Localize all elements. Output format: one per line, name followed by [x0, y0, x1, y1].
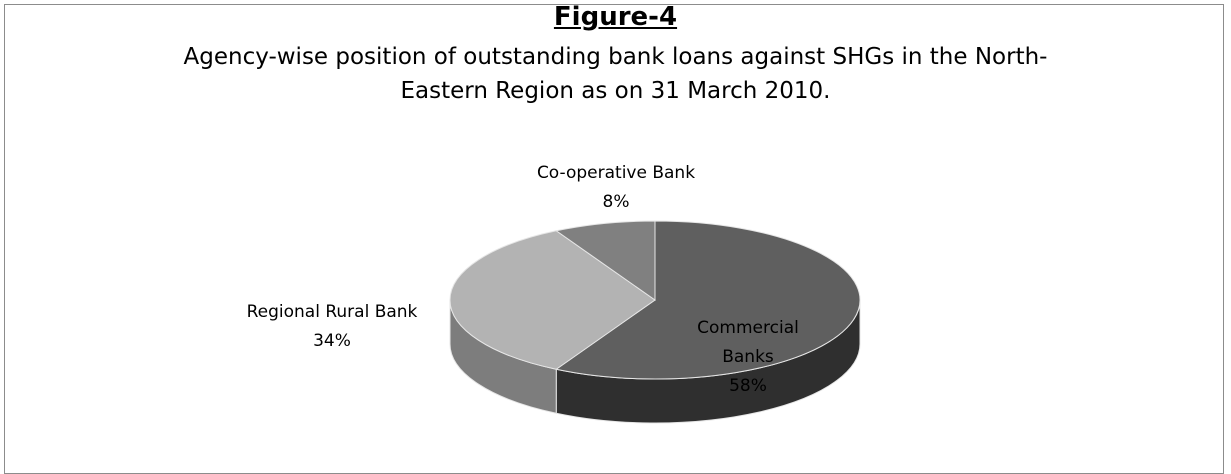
- pie-slice-regional-rural-bank: [449, 230, 656, 370]
- slice-label-commercial-banks-line2: Banks: [722, 347, 774, 367]
- chart-title: Agency-wise position of outstanding bank…: [0, 40, 1231, 108]
- pie-tops: [449, 220, 861, 380]
- chart-title-line-1: Agency-wise position of outstanding bank…: [183, 44, 1048, 70]
- pie-slice-co-operative-bank: [555, 220, 656, 301]
- pie-labels: Commercial Banks 58% Regional Rural Bank…: [247, 163, 799, 396]
- slice-value-regional-rural-bank: 34%: [313, 331, 351, 351]
- slice-value-commercial-banks: 58%: [729, 376, 767, 396]
- chart-title-line-2: Eastern Region as on 31 March 2010.: [400, 78, 831, 104]
- pie-chart: Commercial Banks 58% Regional Rural Bank…: [247, 163, 861, 424]
- slice-label-regional-rural-bank: Regional Rural Bank: [247, 302, 418, 322]
- slice-value-co-operative-bank: 8%: [603, 192, 630, 212]
- figure-label: Figure-4: [553, 2, 678, 32]
- slice-label-co-operative-bank: Co-operative Bank: [537, 163, 695, 183]
- pie-slice-commercial-banks: [555, 220, 861, 380]
- slice-label-commercial-banks-line1: Commercial: [697, 318, 799, 338]
